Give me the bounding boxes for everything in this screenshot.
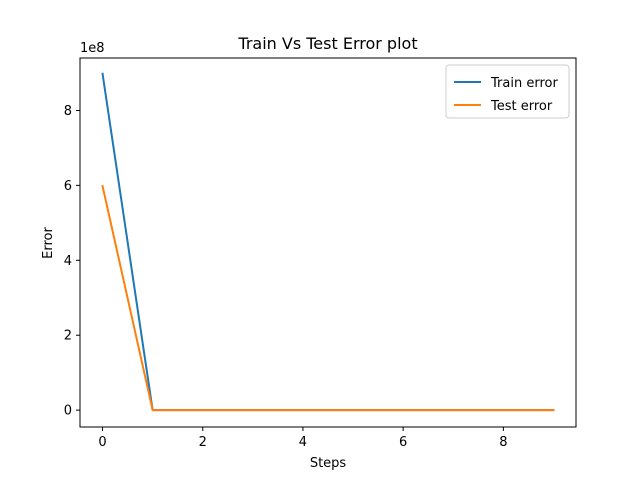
x-tick-label: 8: [499, 435, 507, 450]
x-tick-label: 0: [98, 435, 106, 450]
legend: Train error Test error: [445, 64, 570, 119]
y-axis-ticks: 0 2 4 6 8: [64, 104, 80, 419]
plot-area: [101, 72, 555, 412]
x-tick-label: 2: [199, 435, 207, 450]
legend-label: Train error: [490, 76, 558, 91]
y-tick-label: 6: [64, 179, 72, 194]
y-tick-label: 4: [64, 254, 72, 269]
legend-label: Test error: [490, 99, 553, 114]
y-axis-offset-label: 1e8: [80, 41, 105, 56]
y-tick-label: 8: [64, 104, 72, 119]
x-tick-label: 4: [299, 435, 307, 450]
x-tick-label: 6: [399, 435, 407, 450]
plot-frame: [79, 57, 577, 428]
series-line-test-error: [101, 184, 555, 412]
y-tick-label: 2: [64, 329, 72, 344]
y-axis-label: Error: [41, 227, 56, 259]
chart-title: Train Vs Test Error plot: [237, 34, 417, 53]
x-axis-label: Steps: [310, 456, 347, 471]
x-axis-ticks: 0 2 4 6 8: [98, 427, 507, 450]
y-tick-label: 0: [64, 404, 72, 419]
